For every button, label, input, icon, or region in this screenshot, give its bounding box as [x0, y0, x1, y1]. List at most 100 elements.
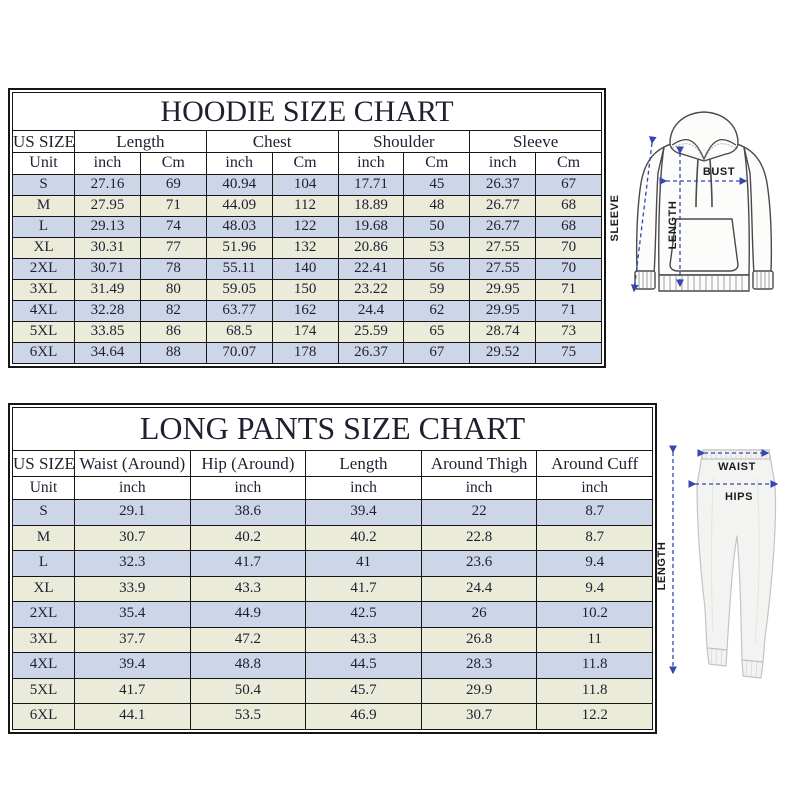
value-cell: 41.7	[305, 575, 422, 602]
value-cell: 20.86	[337, 237, 405, 259]
value-cell: 48	[403, 195, 471, 217]
unit-label: Unit	[12, 152, 75, 175]
value-cell: 46.9	[305, 703, 422, 730]
value-cell: 31.49	[74, 279, 141, 301]
value-cell: 9.4	[536, 550, 653, 577]
value-cell: 41.7	[189, 550, 307, 577]
value-cell: 51.96	[205, 237, 273, 259]
value-cell: 9.4	[536, 575, 653, 602]
table-row: L 32.3 41.7 41 23.6 9.4	[12, 550, 653, 577]
hips-label: HIPS	[725, 491, 753, 503]
value-cell: 40.2	[305, 524, 422, 551]
value-cell: 28.3	[420, 652, 538, 679]
unit-cell: Cm	[139, 152, 207, 175]
value-cell: 112	[271, 195, 339, 217]
value-cell: 22.41	[337, 258, 405, 280]
value-cell: 29.95	[469, 300, 537, 322]
size-cell: L	[12, 550, 75, 577]
unit-cell: inch	[205, 152, 273, 175]
size-cell: 3XL	[12, 279, 75, 301]
pants-illustration: WAIST HIPS LENGTH	[656, 445, 779, 679]
value-cell: 41	[305, 550, 422, 577]
value-cell: 32.28	[74, 300, 141, 322]
value-cell: 24.4	[337, 300, 405, 322]
value-cell: 63.77	[205, 300, 273, 322]
value-cell: 27.16	[74, 174, 141, 196]
table-row: M 30.7 40.2 40.2 22.8 8.7	[12, 524, 653, 551]
value-cell: 26.37	[469, 174, 537, 196]
size-cell: M	[12, 195, 75, 217]
value-cell: 29.13	[74, 216, 141, 238]
value-cell: 43.3	[189, 575, 307, 602]
hoodie-unit-row: Unit inch Cm inch Cm inch Cm inch Cm	[12, 152, 602, 175]
us-size-header: US SIZE	[12, 130, 75, 153]
size-cell: M	[12, 524, 75, 551]
value-cell: 33.9	[74, 575, 191, 602]
pants-chart-title: LONG PANTS SIZE CHART	[12, 407, 653, 451]
value-cell: 30.31	[74, 237, 141, 259]
value-cell: 22	[420, 499, 538, 526]
hoodie-hem-band	[658, 274, 750, 292]
value-cell: 53	[403, 237, 471, 259]
value-cell: 44.1	[74, 703, 191, 730]
size-cell: 6XL	[12, 703, 75, 730]
hoodie-table: HOODIE SIZE CHART US SIZE Length Chest S…	[12, 92, 602, 364]
sleeve-arrow	[630, 136, 657, 293]
value-cell: 26	[420, 601, 538, 628]
value-cell: 23.22	[337, 279, 405, 301]
value-cell: 44.5	[305, 652, 422, 679]
value-cell: 48.03	[205, 216, 273, 238]
value-cell: 29.52	[469, 342, 537, 364]
value-cell: 18.89	[337, 195, 405, 217]
value-cell: 25.59	[337, 321, 405, 343]
table-row: 6XL 44.1 53.5 46.9 30.7 12.2	[12, 703, 653, 730]
value-cell: 70.07	[205, 342, 273, 364]
size-cell: 3XL	[12, 626, 75, 653]
kangaroo-pocket	[669, 218, 739, 272]
value-cell: 26.37	[337, 342, 405, 364]
value-cell: 75	[535, 342, 602, 364]
unit-cell: inch	[337, 152, 405, 175]
value-cell: 39.4	[74, 652, 191, 679]
hoodie-header-row: US SIZE Length Chest Shoulder Sleeve	[12, 130, 602, 153]
value-cell: 26.77	[469, 195, 537, 217]
value-cell: 11	[536, 626, 653, 653]
value-cell: 11.8	[536, 652, 653, 679]
value-cell: 12.2	[536, 703, 653, 730]
value-cell: 29.1	[74, 499, 191, 526]
hoodie-left-cuff	[634, 270, 656, 290]
value-cell: 178	[271, 342, 339, 364]
unit-cell: Cm	[403, 152, 471, 175]
value-cell: 47.2	[189, 626, 307, 653]
unit-cell: Cm	[535, 152, 602, 175]
hoodie-size-chart: HOODIE SIZE CHART US SIZE Length Chest S…	[8, 88, 606, 368]
shoulder-group-header: Shoulder	[337, 130, 471, 153]
table-row: L 29.13 74 48.03 122 19.68 50 26.77 68	[12, 216, 602, 238]
pants-length-label: LENGTH	[656, 542, 668, 591]
table-row: 2XL 30.71 78 55.11 140 22.41 56 27.55 70	[12, 258, 602, 280]
value-cell: 44.09	[205, 195, 273, 217]
value-cell: 67	[403, 342, 471, 364]
value-cell: 29.9	[420, 677, 538, 704]
value-cell: 62	[403, 300, 471, 322]
value-cell: 77	[139, 237, 207, 259]
value-cell: 42.5	[305, 601, 422, 628]
value-cell: 17.71	[337, 174, 405, 196]
value-cell: 86	[139, 321, 207, 343]
value-cell: 132	[271, 237, 339, 259]
size-cell: L	[12, 216, 75, 238]
value-cell: 67	[535, 174, 602, 196]
value-cell: 24.4	[420, 575, 538, 602]
value-cell: 34.64	[74, 342, 141, 364]
unit-cell: inch	[74, 476, 191, 500]
value-cell: 27.55	[469, 237, 537, 259]
value-cell: 11.8	[536, 677, 653, 704]
value-cell: 8.7	[536, 524, 653, 551]
value-cell: 33.85	[74, 321, 141, 343]
value-cell: 78	[139, 258, 207, 280]
value-cell: 43.3	[305, 626, 422, 653]
hoodie-length-label: LENGTH	[667, 201, 679, 250]
value-cell: 40.94	[205, 174, 273, 196]
value-cell: 88	[139, 342, 207, 364]
value-cell: 70	[535, 258, 602, 280]
